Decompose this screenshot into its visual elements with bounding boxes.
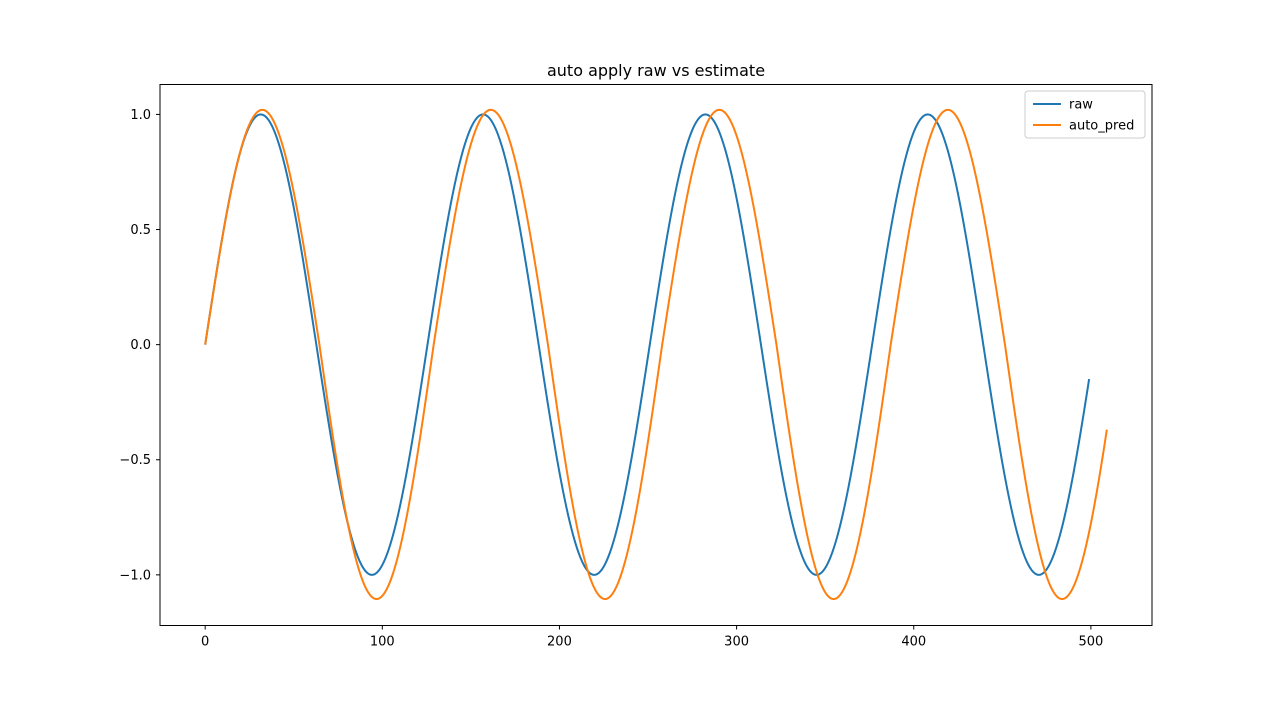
y-tick-label: −1.0: [119, 568, 151, 583]
axes-frame: [159, 84, 1153, 626]
series-line-raw: [204, 113, 1091, 576]
x-tick-label: 100: [370, 635, 395, 650]
legend: raw auto_pred: [1024, 90, 1146, 139]
x-tick-label: 300: [724, 635, 749, 650]
x-tick-label: 500: [1078, 635, 1103, 650]
legend-label-auto-pred: auto_pred: [1069, 119, 1134, 134]
chart-title: auto apply raw vs estimate: [547, 61, 765, 80]
y-tick-label: 1.0: [130, 108, 151, 123]
series-line-auto-pred: [204, 108, 1108, 601]
plot-area: 0 100 200 300 400 500 −1.0 −0.5 0.0 0.5 1.0: [119, 84, 1153, 650]
legend-box: [1024, 90, 1146, 139]
x-tick-label: 200: [547, 635, 572, 650]
y-tick-label: 0.5: [130, 223, 151, 238]
y-tick-label: 0.0: [130, 338, 151, 353]
x-tick-label: 0: [201, 635, 209, 650]
y-axis: −1.0 −0.5 0.0 0.5 1.0: [119, 108, 160, 583]
y-tick-label: −0.5: [119, 453, 151, 468]
legend-label-raw: raw: [1069, 98, 1093, 113]
legend-entries: raw auto_pred: [1033, 98, 1134, 134]
x-axis: 0 100 200 300 400 500: [201, 625, 1103, 650]
series-layer: [204, 108, 1108, 601]
x-tick-label: 400: [901, 635, 926, 650]
